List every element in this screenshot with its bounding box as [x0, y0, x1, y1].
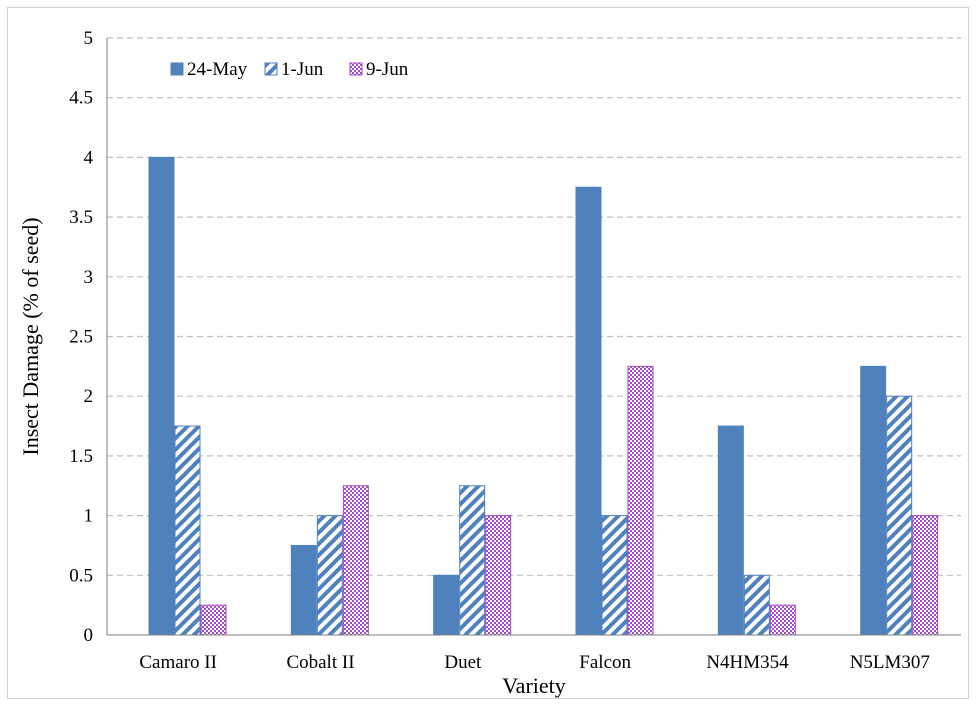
bar-1-jun-n5lm307: [886, 395, 913, 636]
bar-1-jun-n4hm354: [743, 574, 770, 636]
x-tick-label: N4HM354: [706, 652, 789, 673]
y-tick-label: 2.5: [69, 327, 93, 348]
x-tick-label: Duet: [444, 652, 482, 673]
bar-24-may-n5lm307: [860, 365, 887, 636]
y-tick-label: 0: [84, 625, 94, 646]
y-tick-label: 0.5: [69, 565, 93, 586]
bar-24-may-falcon: [575, 186, 602, 636]
x-tick-label: N5LM307: [850, 652, 930, 673]
bar-9-jun-cobalt-ii: [342, 485, 369, 636]
y-tick-label: 3.5: [69, 207, 93, 228]
legend-swatch-1-jun: [264, 62, 278, 76]
y-tick-label: 3: [84, 267, 94, 288]
bar-24-may-camaro-ii: [148, 156, 175, 636]
bar-9-jun-falcon: [627, 365, 654, 636]
y-axis-title: Insect Damage (% of seed): [18, 217, 43, 455]
bar-24-may-cobalt-ii: [290, 544, 317, 636]
bar-1-jun-cobalt-ii: [316, 515, 343, 636]
legend-label: 1-Jun: [281, 59, 324, 80]
legend-swatch-24-may: [170, 62, 184, 76]
bar-1-jun-camaro-ii: [174, 425, 201, 636]
y-tick-label: 1: [84, 506, 94, 527]
x-axis-title: Variety: [502, 673, 566, 698]
bar-1-jun-duet: [459, 485, 486, 636]
legend-label: 24-May: [187, 59, 248, 80]
y-tick-label: 1.5: [69, 446, 93, 467]
bar-24-may-n4hm354: [717, 425, 744, 636]
y-tick-label: 2: [84, 386, 94, 407]
gridlines: [107, 37, 961, 576]
y-tick-label: 4.5: [69, 88, 93, 109]
y-tick-label: 5: [84, 28, 94, 49]
bar-9-jun-camaro-ii: [200, 604, 227, 636]
x-tick-label: Camaro II: [139, 652, 217, 673]
x-tick-label: Cobalt II: [286, 652, 354, 673]
x-tick-label: Falcon: [579, 652, 631, 673]
labels: 0 0.5 1 1.5 2 2.5 3 3.5 4 4.5 5 Camaro II Cobalt II D…: [18, 28, 930, 698]
bar-9-jun-duet: [485, 515, 512, 636]
bars: [148, 156, 939, 636]
legend-swatch-9-jun: [349, 62, 363, 76]
legend-label: 9-Jun: [366, 59, 409, 80]
axes: [106, 38, 961, 636]
bar-24-may-duet: [433, 574, 460, 636]
legend: 24-May 1-Jun 9-Jun: [170, 59, 409, 80]
bar-9-jun-n4hm354: [769, 604, 796, 636]
y-tick-label: 4: [84, 147, 94, 168]
bar-9-jun-n5lm307: [912, 515, 939, 636]
bar-1-jun-falcon: [601, 515, 628, 636]
